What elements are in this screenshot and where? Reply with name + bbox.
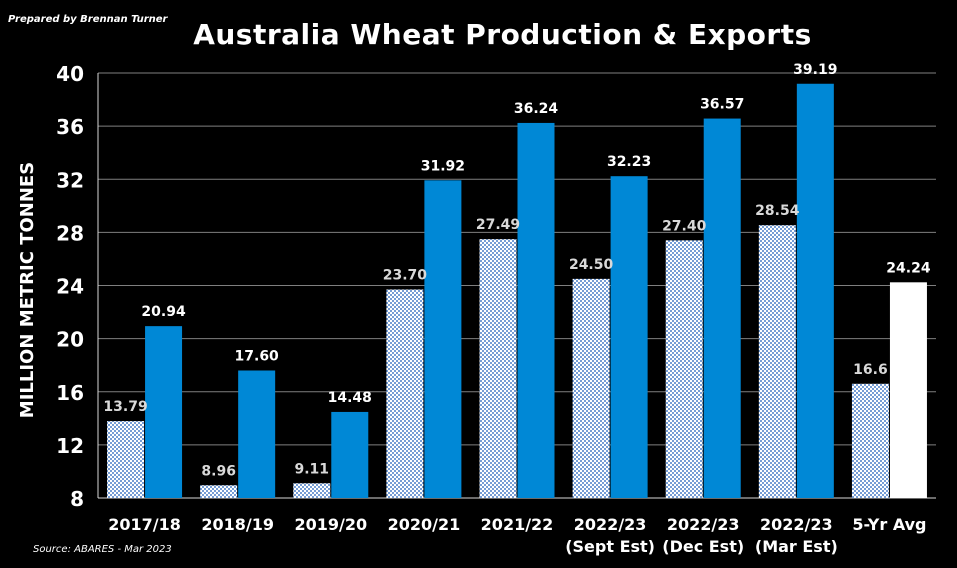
export-data-label: 36.57 — [700, 97, 744, 113]
production-data-label: 9.11 — [295, 461, 330, 477]
export-bar — [238, 370, 276, 498]
production-data-label: 23.70 — [383, 267, 428, 283]
y-tick-label: 40 — [56, 62, 84, 86]
export-bar — [610, 176, 648, 498]
production-data-label: 24.50 — [569, 257, 614, 273]
credit-text: Prepared by Brennan Turner — [8, 14, 168, 25]
production-data-label: 16.6 — [853, 362, 888, 378]
export-data-label: 14.48 — [328, 390, 372, 406]
export-bar — [424, 180, 462, 498]
x-tick-label: 2017/18 — [108, 515, 181, 534]
y-tick-label: 16 — [56, 381, 84, 405]
y-tick-label: 12 — [56, 434, 84, 458]
export-data-label: 20.94 — [141, 304, 186, 320]
y-axis-label: MILLION METRIC TONNES — [17, 162, 38, 418]
export-data-label: 32.23 — [607, 154, 651, 170]
export-data-label: 39.19 — [793, 62, 837, 78]
production-data-label: 27.40 — [662, 218, 707, 234]
x-tick-label: 2018/19 — [201, 515, 274, 534]
production-data-label: 28.54 — [755, 203, 800, 219]
production-bar — [665, 240, 703, 498]
y-tick-label: 36 — [56, 115, 84, 139]
production-bar — [479, 239, 517, 498]
export-bar — [703, 118, 741, 498]
source-text: Source: ABARES - Mar 2023 — [33, 544, 172, 555]
chart-title: Australia Wheat Production & Exports — [193, 18, 812, 51]
x-tick-label: (Sept Est) — [565, 537, 655, 556]
export-data-label: 24.24 — [886, 260, 931, 276]
x-tick-label: 2022/23 — [760, 515, 833, 534]
production-bar — [758, 225, 796, 498]
production-data-label: 13.79 — [103, 399, 147, 415]
export-data-label: 31.92 — [421, 158, 465, 174]
production-bar — [293, 483, 331, 498]
x-tick-label: 2021/22 — [481, 515, 554, 534]
x-tick-label: (Dec Est) — [662, 537, 744, 556]
export-bar — [517, 122, 555, 498]
y-tick-label: 20 — [56, 328, 84, 352]
production-bar — [851, 383, 889, 498]
export-data-label: 36.24 — [514, 101, 559, 117]
x-tick-label: 2022/23 — [667, 515, 740, 534]
y-tick-label: 8 — [70, 487, 84, 511]
production-data-label: 27.49 — [476, 217, 520, 233]
y-tick-label: 24 — [56, 275, 84, 299]
y-tick-label: 28 — [56, 221, 84, 245]
y-tick-label: 32 — [56, 168, 84, 192]
export-bar — [796, 83, 834, 498]
export-bar — [145, 326, 183, 498]
export-bar — [331, 411, 369, 498]
production-bar — [386, 289, 424, 498]
x-tick-label: 2019/20 — [294, 515, 367, 534]
production-bar — [107, 421, 145, 498]
production-bar — [200, 485, 238, 498]
production-bar — [572, 278, 610, 498]
export-bar — [889, 282, 927, 498]
export-data-label: 17.60 — [235, 349, 280, 365]
x-tick-label: 5-Yr Avg — [852, 515, 926, 534]
x-tick-label: 2020/21 — [388, 515, 461, 534]
x-tick-label: (Mar Est) — [755, 537, 838, 556]
x-tick-label: 2022/23 — [574, 515, 647, 534]
production-data-label: 8.96 — [201, 463, 236, 479]
